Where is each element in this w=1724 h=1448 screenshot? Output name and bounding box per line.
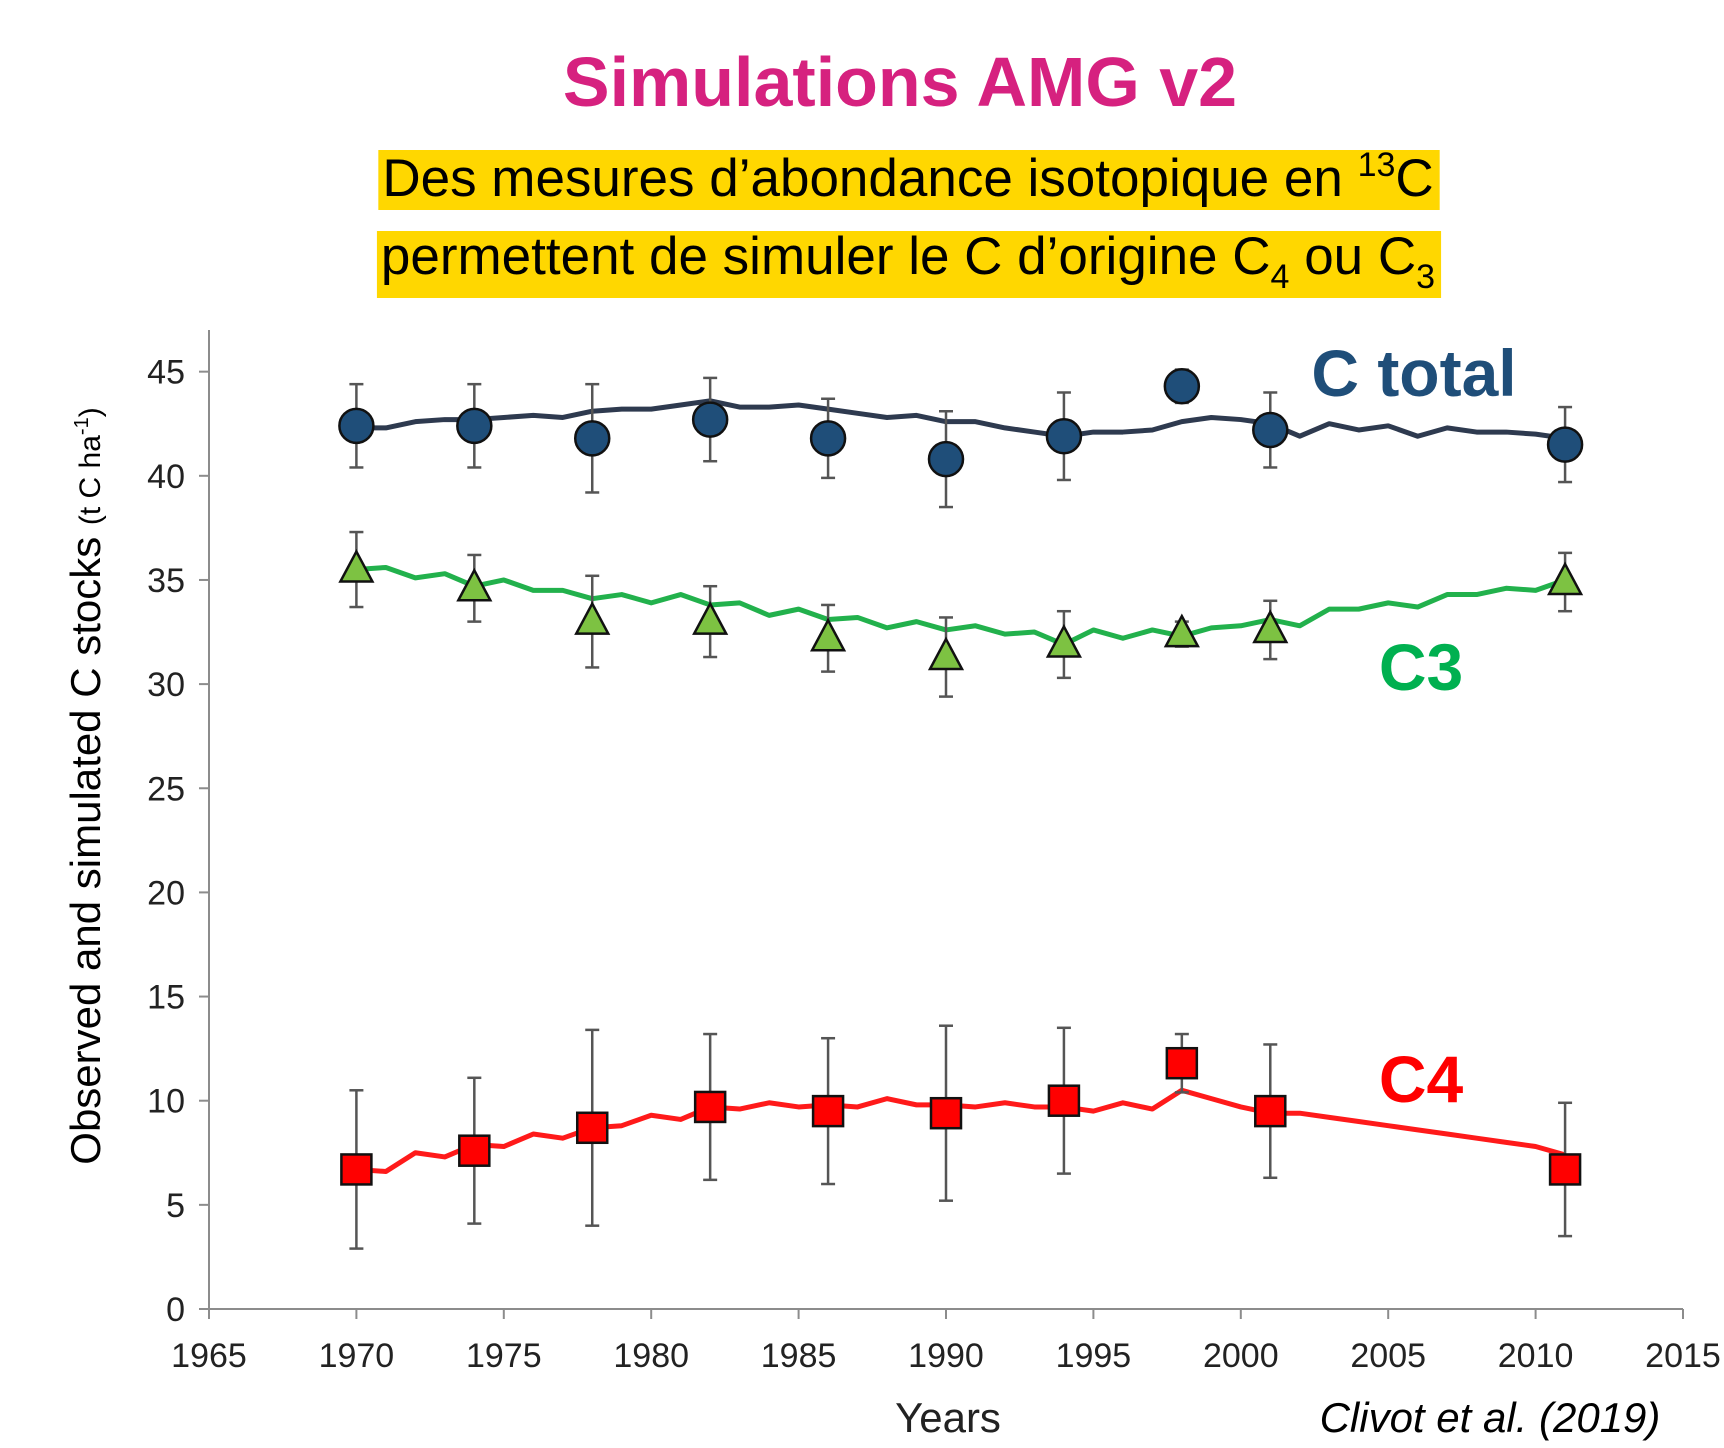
y-axis-label: Observed and simulated C stocks (t C ha-…	[62, 407, 109, 1164]
marker	[458, 1134, 491, 1167]
marker	[1163, 613, 1200, 648]
x-tick-label: 1970	[319, 1337, 395, 1375]
marker	[929, 1096, 963, 1130]
y-tick-label: 45	[147, 354, 185, 392]
subtitle-text: Des mesures d’abondance isotopique en	[382, 149, 1357, 208]
x-tick-label: 2000	[1203, 1337, 1279, 1375]
marker	[1165, 1046, 1199, 1080]
subtitle-sub: 3	[1416, 258, 1435, 296]
subtitle: Des mesures d’abondance isotopique en 13…	[382, 146, 1433, 208]
y-label-text: (t C ha	[74, 435, 107, 525]
x-axis-label: Years	[895, 1394, 1001, 1441]
marker	[573, 420, 611, 457]
y-tick-label: 5	[166, 1187, 185, 1225]
highlight	[376, 231, 1442, 298]
x-tick-label: 1975	[466, 1337, 542, 1375]
x-tick-label: 1990	[908, 1337, 984, 1375]
marker	[338, 407, 375, 445]
subtitle-text: C	[1395, 149, 1433, 208]
x-tick-label: 1995	[1056, 1337, 1132, 1375]
marker	[809, 617, 847, 652]
marker	[1546, 426, 1584, 463]
x-tick-label: 2005	[1350, 1337, 1426, 1375]
series-label: C3	[1379, 630, 1463, 704]
y-tick-label: 10	[147, 1083, 185, 1121]
highlight	[378, 150, 1440, 210]
marker	[1548, 1153, 1582, 1186]
y-label-text: )	[74, 407, 107, 417]
marker	[809, 420, 847, 457]
highlights	[376, 150, 1442, 298]
marker	[927, 636, 965, 671]
marker	[574, 600, 611, 635]
marker	[1252, 609, 1289, 644]
x-tick-label: 2015	[1645, 1337, 1721, 1375]
subtitle-sub: 4	[1271, 258, 1290, 296]
marker	[692, 600, 729, 635]
x-tick-label: 1980	[613, 1337, 689, 1375]
marker	[1163, 367, 1201, 405]
marker	[1252, 411, 1289, 449]
y-tick-label: 30	[147, 666, 185, 704]
marker	[693, 1090, 727, 1124]
series-label: C4	[1379, 1042, 1464, 1116]
series-label: C total	[1311, 336, 1516, 410]
subtitle-text: permettent de simuler le C d’origine C	[381, 227, 1271, 286]
y-label-sup: -1	[71, 417, 93, 435]
subtitle: permettent de simuler le C d’origine C4 …	[381, 227, 1435, 296]
marker	[1045, 417, 1083, 455]
y-tick-label: 0	[166, 1291, 185, 1329]
simulated-line	[356, 398, 1566, 441]
marker	[1254, 1094, 1287, 1128]
marker	[1045, 623, 1083, 658]
marker	[575, 1111, 609, 1145]
source: Clivot et al. (2019)	[1320, 1394, 1661, 1441]
y-tick-label: 20	[147, 874, 185, 912]
y-tick-label: 35	[147, 562, 185, 600]
marker	[927, 440, 965, 478]
marker	[456, 407, 493, 445]
y-tick-label: 15	[147, 979, 185, 1017]
subtitle-sup: 13	[1358, 146, 1396, 184]
x-tick-label: 1985	[761, 1337, 837, 1375]
subtitle-text: ou C	[1289, 227, 1416, 286]
simulated-line	[356, 564, 1566, 648]
y-tick-label: 25	[147, 770, 185, 808]
marker	[1546, 561, 1584, 596]
marker	[340, 1153, 373, 1186]
y-tick-label: 40	[147, 458, 185, 496]
marker	[1047, 1084, 1081, 1117]
x-tick-label: 1965	[171, 1337, 247, 1375]
marker	[456, 567, 493, 602]
y-label-text: Observed and simulated C stocks	[62, 525, 109, 1165]
marker	[691, 401, 729, 438]
marker	[338, 548, 375, 583]
marker	[811, 1094, 845, 1128]
x-tick-label: 2010	[1498, 1337, 1574, 1375]
chart-title: Simulations AMG v2	[563, 43, 1237, 121]
